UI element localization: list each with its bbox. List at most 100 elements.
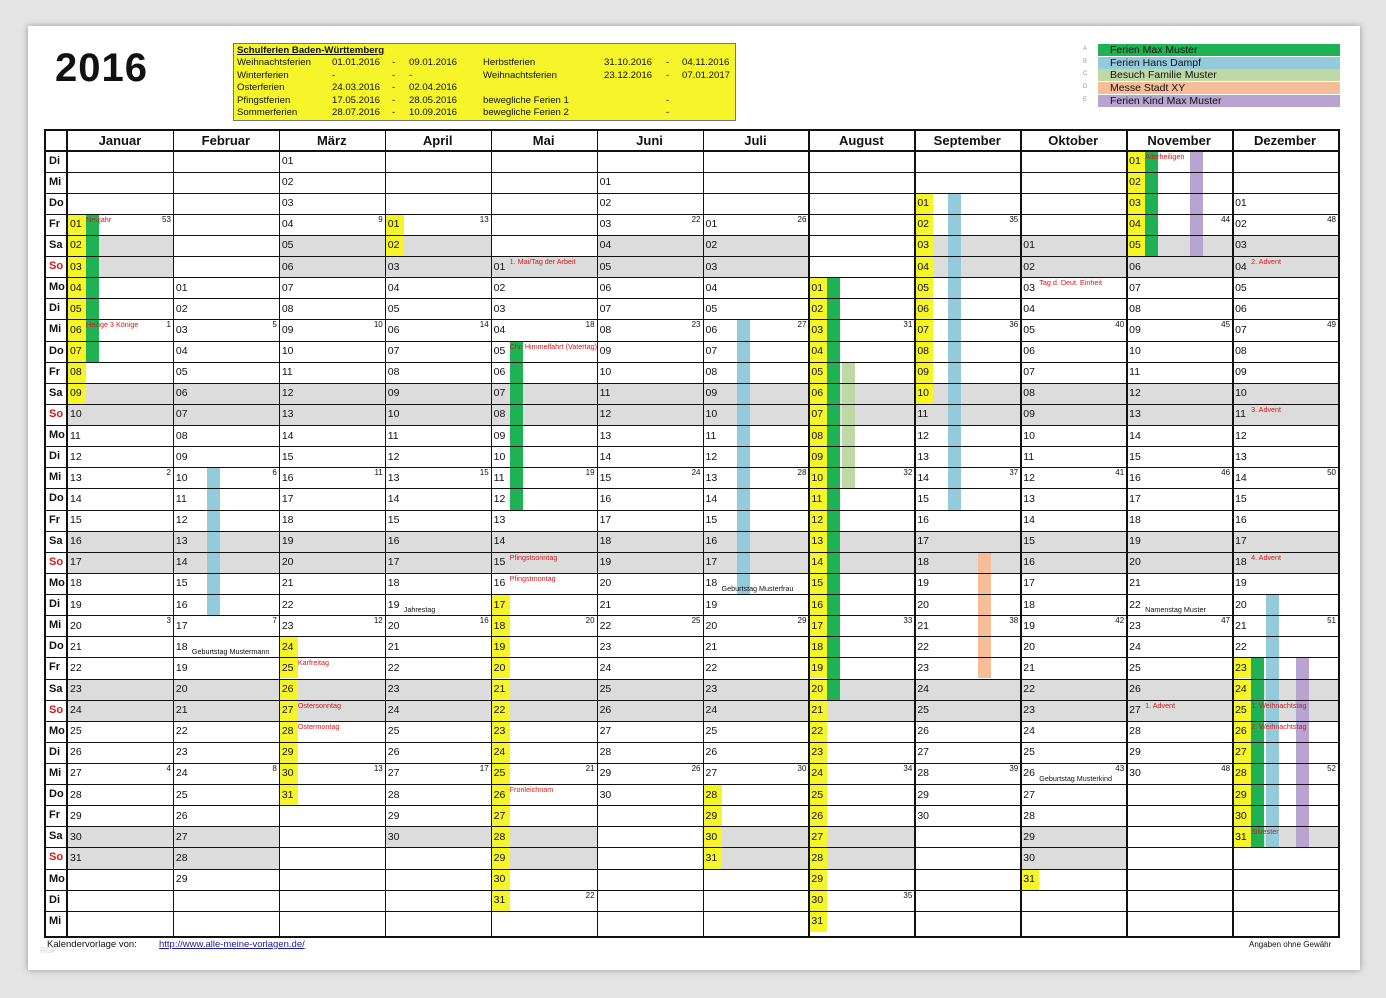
day-number: 05 bbox=[493, 345, 506, 358]
weekday-label: So bbox=[49, 555, 64, 568]
day-number: 03 bbox=[70, 260, 82, 273]
day-number: 25 bbox=[493, 767, 506, 780]
week-number: 21 bbox=[585, 763, 595, 773]
day-number: 01 bbox=[811, 281, 824, 294]
day-number: 25 bbox=[917, 704, 930, 717]
school-holiday-cell bbox=[1127, 192, 1146, 214]
weekday-label: Fr bbox=[49, 365, 60, 378]
day-number: 24 bbox=[493, 746, 506, 759]
day-number: 04 bbox=[70, 281, 82, 294]
day-number: 02 bbox=[175, 302, 188, 315]
vacation-bar bbox=[736, 320, 750, 594]
empty-cell bbox=[1126, 847, 1233, 869]
day-number: 06 bbox=[599, 281, 612, 294]
school-holiday-cell bbox=[491, 615, 510, 637]
day-number: 02 bbox=[705, 239, 718, 252]
weekday-label: Do bbox=[49, 492, 64, 505]
legend-item: B Ferien Hans Dampf bbox=[1083, 56, 1343, 70]
empty-cell bbox=[172, 192, 279, 214]
school-holiday-cell bbox=[809, 636, 828, 658]
day-number: 27 bbox=[1235, 746, 1247, 759]
school-holiday-cell bbox=[68, 319, 86, 341]
day-number: 27 bbox=[387, 767, 400, 780]
day-number: 08 bbox=[599, 323, 612, 336]
weekday-label: Fr bbox=[49, 661, 60, 674]
day-number: 10 bbox=[599, 366, 612, 379]
school-holiday-from: 01.01.2016 bbox=[332, 57, 381, 68]
legend-letter: E bbox=[1083, 96, 1088, 103]
weekday-label: Mo bbox=[49, 872, 65, 885]
empty-cell bbox=[67, 910, 173, 932]
grid-row-line bbox=[46, 467, 1338, 469]
day-number: 11 bbox=[917, 408, 929, 421]
grid-col-line bbox=[1126, 131, 1128, 936]
school-holiday-cell bbox=[809, 319, 828, 341]
day-number: 09 bbox=[811, 450, 824, 463]
school-holiday-cell bbox=[1233, 762, 1252, 785]
grid-col-line bbox=[914, 131, 916, 936]
empty-cell bbox=[702, 868, 809, 890]
day-number: 26 bbox=[281, 683, 294, 695]
day-note: Karfreitag bbox=[297, 658, 329, 668]
day-number: 03 bbox=[281, 197, 294, 210]
day-number: 03 bbox=[811, 323, 824, 336]
day-number: 09 bbox=[1129, 323, 1141, 336]
school-holiday-cell bbox=[809, 657, 828, 679]
day-number: 06 bbox=[493, 366, 506, 379]
day-number: 13 bbox=[811, 535, 824, 548]
grid-row-line bbox=[46, 298, 1338, 300]
week-number: 17 bbox=[479, 763, 489, 773]
empty-cell bbox=[914, 150, 1021, 172]
empty-cell bbox=[702, 192, 809, 214]
school-holiday-cell bbox=[915, 382, 934, 404]
day-number: 09 bbox=[917, 366, 930, 379]
day-number: 20 bbox=[1129, 556, 1141, 569]
day-number: 17 bbox=[175, 619, 188, 632]
day-number: 30 bbox=[599, 788, 612, 801]
day-number: 25 bbox=[281, 661, 294, 674]
day-number: 29 bbox=[1129, 746, 1141, 759]
school-holiday-cell bbox=[809, 467, 828, 489]
school-holiday-cell bbox=[1233, 657, 1252, 679]
day-number: 11 bbox=[599, 387, 611, 400]
month-header: März bbox=[316, 133, 347, 148]
day-number: 04 bbox=[1129, 218, 1141, 231]
day-number: 28 bbox=[493, 830, 506, 843]
day-number: 26 bbox=[1235, 725, 1247, 738]
day-number: 18 bbox=[705, 577, 718, 590]
grid-row-line bbox=[46, 826, 1338, 828]
school-holiday-sep: - bbox=[392, 107, 396, 119]
grid-row-line bbox=[46, 847, 1338, 849]
day-number: 25 bbox=[1023, 746, 1035, 759]
day-number: 30 bbox=[811, 894, 824, 907]
empty-cell bbox=[172, 889, 279, 911]
grid-col-line bbox=[596, 131, 599, 936]
grid-row-line bbox=[46, 868, 1338, 870]
day-number: 04 bbox=[599, 239, 612, 252]
day-number: 14 bbox=[281, 429, 294, 442]
empty-cell bbox=[172, 910, 279, 932]
empty-cell bbox=[1126, 805, 1233, 827]
week-number: 14 bbox=[479, 320, 489, 330]
weekday-label: Mi bbox=[49, 471, 62, 484]
empty-cell bbox=[808, 192, 915, 214]
day-number: 08 bbox=[1023, 387, 1035, 400]
day-number: 30 bbox=[1023, 851, 1035, 864]
week-number: 26 bbox=[797, 214, 807, 224]
week-number: 49 bbox=[1327, 320, 1336, 330]
day-number: 06 bbox=[1235, 302, 1247, 315]
day-number: 24 bbox=[70, 704, 82, 717]
day-number: 10 bbox=[387, 408, 400, 421]
footer-source-link[interactable]: http://www.alle-meine-vorlagen.de/ bbox=[159, 939, 305, 950]
day-number: 22 bbox=[705, 661, 718, 674]
school-holiday-cell bbox=[279, 762, 298, 785]
day-note: 1. Advent bbox=[1145, 700, 1176, 710]
week-number: 5 bbox=[272, 320, 277, 330]
day-number: 17 bbox=[493, 598, 506, 611]
day-number: 28 bbox=[1235, 767, 1247, 780]
day-number: 02 bbox=[387, 239, 400, 252]
day-number: 14 bbox=[175, 556, 188, 569]
school-holiday-cell bbox=[809, 403, 828, 426]
empty-cell bbox=[914, 889, 1021, 911]
legend-letter: C bbox=[1083, 71, 1088, 78]
